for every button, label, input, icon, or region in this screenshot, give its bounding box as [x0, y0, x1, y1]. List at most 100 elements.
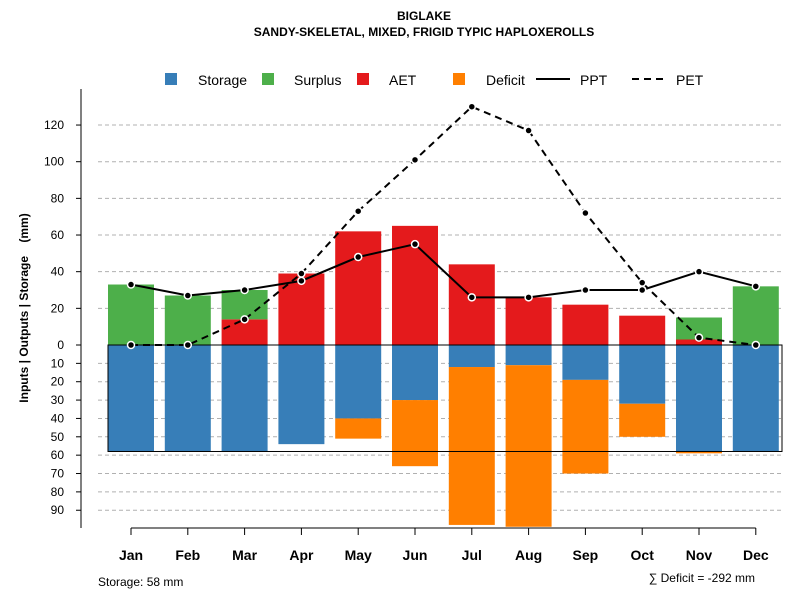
aet-bar: [335, 231, 382, 345]
ppt-point: [297, 276, 306, 286]
pet-line: [131, 105, 756, 346]
deficit-bar: [335, 418, 382, 439]
y-axis-label: Inputs | Outputs | Storage (mm): [17, 213, 31, 402]
aet-bar: [448, 264, 495, 345]
deficit-bar: [619, 403, 666, 437]
aet-bar: [619, 315, 666, 345]
legend: Storage Surplus AET Deficit PPT PET: [165, 72, 704, 88]
legend-label: Surplus: [294, 72, 341, 88]
legend-label: Storage: [198, 72, 247, 88]
ppt-point: [240, 285, 249, 295]
legend-label: AET: [389, 72, 417, 88]
deficit-bar: [392, 400, 438, 467]
x-tick-label: Oct: [631, 547, 655, 563]
pet-point: [751, 340, 761, 350]
surplus-bar: [221, 290, 268, 320]
y-tick-label: 60: [51, 228, 65, 242]
ppt-point: [183, 291, 193, 300]
storage-bar: [448, 345, 495, 368]
y-tick-label: 50: [51, 430, 65, 444]
ppt-point: [581, 285, 590, 295]
aet-bar: [562, 304, 609, 345]
ppt-point: [126, 280, 136, 289]
y-tick-label: 80: [51, 485, 65, 499]
y-tick-label: 10: [51, 356, 65, 370]
pet-point: [126, 340, 136, 350]
ppt-point: [524, 293, 533, 302]
chart-title: BIGLAKE: [397, 9, 451, 23]
storage-bar: [505, 345, 552, 366]
surplus-bar: [732, 286, 779, 345]
deficit-note: ∑ Deficit = -292 mm: [649, 571, 755, 585]
surplus-bar: [164, 295, 211, 345]
y-tick-label: 70: [51, 467, 65, 481]
ppt-point: [467, 293, 477, 302]
pet-point: [183, 340, 193, 350]
storage-bar: [676, 345, 722, 452]
aet-bar: [221, 319, 268, 345]
bars: [107, 225, 783, 527]
y-tick-label: 20: [51, 301, 65, 315]
x-tick-label: May: [345, 547, 372, 563]
axes: 0 20 40 60 80 100 120 10 20 30 40 50 60 70 80 90 Jan Feb M…: [44, 89, 782, 563]
storage-note: Storage: 58 mm: [98, 575, 183, 589]
y-tick-label: 30: [51, 393, 65, 407]
legend-swatch: [165, 73, 177, 85]
series-lines: [126, 102, 761, 350]
x-tick-label: Jul: [462, 547, 482, 563]
storage-bar: [221, 345, 268, 452]
y-tick-label: 40: [51, 411, 65, 425]
x-tick-label: Nov: [686, 547, 713, 563]
gridlines: [98, 124, 782, 511]
legend-label: PPT: [580, 72, 608, 88]
storage-bar: [278, 345, 325, 445]
y-tick-label: 100: [44, 155, 64, 169]
deficit-bar: [505, 365, 552, 527]
x-tick-label: Sep: [573, 547, 599, 563]
ppt-point: [410, 239, 420, 249]
legend-label: PET: [676, 72, 704, 88]
y-tick-label: 120: [44, 118, 64, 132]
pet-point: [694, 333, 704, 342]
pet-point: [353, 206, 363, 216]
storage-bar: [335, 345, 382, 419]
deficit-bar: [676, 451, 722, 454]
x-tick-label: Mar: [232, 547, 257, 563]
pet-point: [581, 208, 590, 218]
pet-point: [467, 102, 477, 111]
storage-bar: [164, 345, 211, 452]
y-tick-label: 80: [51, 191, 65, 205]
y-tick-label: 90: [51, 503, 65, 517]
surplus-bar: [108, 284, 154, 345]
x-tick-label: Feb: [175, 547, 200, 563]
surplus-bar: [676, 317, 722, 340]
storage-bar: [392, 345, 438, 401]
legend-label: Deficit: [486, 72, 525, 88]
aet-bar: [505, 297, 552, 345]
legend-swatch: [453, 73, 465, 85]
ppt-point: [637, 285, 647, 295]
y-tick-label: 0: [57, 338, 64, 352]
ppt-line: [130, 243, 757, 299]
pet-point: [410, 155, 420, 165]
storage-bar: [732, 345, 779, 452]
y-tick-label: 60: [51, 448, 65, 462]
y-tick-label: 20: [51, 375, 65, 389]
legend-swatch: [357, 73, 369, 85]
y-tick-label: 40: [51, 265, 65, 279]
x-tick-label: Apr: [289, 547, 314, 563]
pet-point: [297, 269, 306, 278]
deficit-bar: [448, 367, 495, 525]
x-tick-label: Jan: [119, 547, 143, 563]
aet-bar: [676, 339, 722, 345]
ppt-point: [751, 282, 761, 291]
legend-swatch: [262, 73, 274, 85]
storage-bar: [619, 345, 666, 404]
deficit-bar: [562, 379, 609, 474]
ppt-point: [694, 267, 704, 276]
ppt-point: [353, 252, 363, 262]
x-tick-label: Jun: [403, 547, 428, 563]
pet-point: [524, 126, 533, 135]
chart-subtitle: SANDY-SKELETAL, MIXED, FRIGID TYPIC HAPL…: [254, 25, 594, 39]
